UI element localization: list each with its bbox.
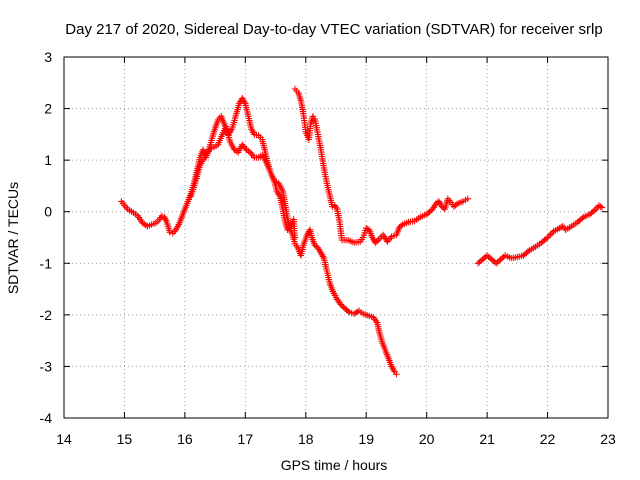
x-tick-label: 18 (298, 431, 314, 447)
y-tick-label: 2 (44, 101, 52, 117)
series-trace-d (474, 202, 606, 267)
data-point (373, 238, 380, 245)
data-point (544, 234, 551, 241)
series-trace-c (291, 85, 471, 246)
y-axis-title: SDTVAR / TECUs (5, 182, 21, 294)
y-tick-label: -2 (40, 307, 53, 323)
data-point (524, 248, 532, 255)
data-point (579, 215, 586, 222)
data-point (166, 229, 173, 236)
data-point (598, 204, 606, 211)
data-point (591, 207, 598, 214)
data-point (393, 371, 400, 378)
data-point (397, 222, 405, 230)
plot-frame (63, 56, 609, 419)
data-point (547, 231, 554, 238)
data-point (558, 224, 565, 231)
series-trace-a (118, 95, 400, 378)
x-tick-label: 21 (479, 431, 495, 447)
y-tick-label: -1 (40, 255, 53, 271)
grid-lines (64, 57, 608, 418)
y-tick-label: -3 (40, 358, 53, 374)
data-point (545, 232, 553, 240)
data-point (337, 301, 344, 308)
x-tick-label: 23 (600, 431, 616, 447)
x-tick-label: 15 (117, 431, 133, 447)
x-axis-title: GPS time / hours (281, 457, 388, 473)
x-tick-label: 22 (540, 431, 556, 447)
data-point (452, 202, 459, 209)
y-tick-label: 0 (44, 204, 52, 220)
y-tick-label: -4 (40, 410, 53, 426)
x-tick-label: 20 (419, 431, 435, 447)
series-trace-b (187, 123, 299, 241)
data-point (464, 195, 471, 202)
x-tick-label: 19 (358, 431, 374, 447)
y-axis: -4 -3 -2 -1 0 1 2 3 (40, 49, 608, 426)
data-point (339, 302, 346, 310)
x-tick-label: 16 (177, 431, 193, 447)
x-tick-label: 17 (238, 431, 254, 447)
x-axis: 14 15 16 17 18 19 20 21 22 23 (56, 57, 616, 447)
y-tick-label: 1 (44, 152, 52, 168)
y-tick-label: 3 (44, 49, 52, 65)
x-tick-label: 14 (56, 431, 72, 447)
data-point (291, 234, 299, 241)
data-point (344, 307, 352, 315)
data-layer (118, 85, 606, 378)
chart-title: Day 217 of 2020, Sidereal Day-to-day VTE… (65, 21, 602, 38)
